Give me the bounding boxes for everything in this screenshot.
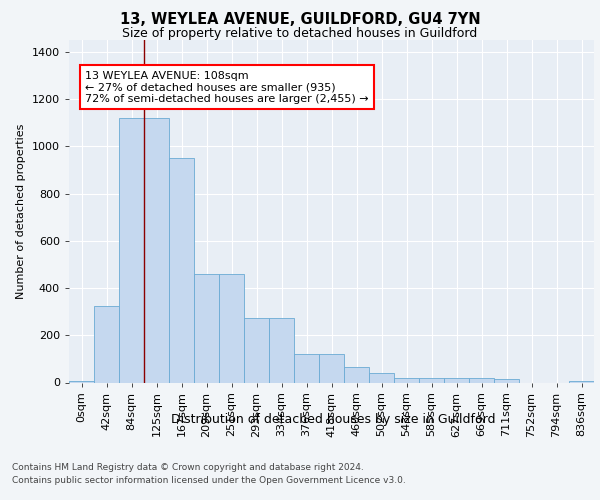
Bar [469,378,494,382]
Bar [119,118,144,382]
Text: Contains public sector information licensed under the Open Government Licence v3: Contains public sector information licen… [12,476,406,485]
Bar [369,373,394,382]
Bar [269,318,294,382]
Bar [94,306,119,382]
Text: Contains HM Land Registry data © Crown copyright and database right 2024.: Contains HM Land Registry data © Crown c… [12,462,364,471]
Bar [169,158,194,382]
Bar [219,274,244,382]
Text: 13 WEYLEA AVENUE: 108sqm
← 27% of detached houses are smaller (935)
72% of semi-: 13 WEYLEA AVENUE: 108sqm ← 27% of detach… [85,70,369,104]
Bar [494,379,519,382]
Bar [319,354,344,382]
Text: Size of property relative to detached houses in Guildford: Size of property relative to detached ho… [122,28,478,40]
Bar [444,378,469,382]
Bar [244,318,269,382]
Bar [419,378,444,382]
Bar [194,274,219,382]
Bar [394,378,419,382]
Text: Distribution of detached houses by size in Guildford: Distribution of detached houses by size … [171,412,495,426]
Y-axis label: Number of detached properties: Number of detached properties [16,124,26,299]
Bar [294,354,319,382]
Bar [144,118,169,382]
Text: 13, WEYLEA AVENUE, GUILDFORD, GU4 7YN: 13, WEYLEA AVENUE, GUILDFORD, GU4 7YN [119,12,481,28]
Bar [344,367,369,382]
